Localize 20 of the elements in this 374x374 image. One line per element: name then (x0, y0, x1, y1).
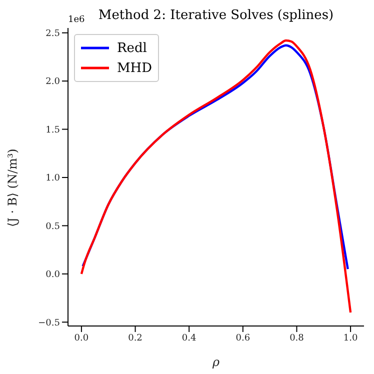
y-tick-label: 1.5 (46, 125, 60, 136)
x-axis-title: ρ (211, 355, 220, 369)
text: 1e6 (68, 15, 85, 25)
y-tick-label: 0.0 (46, 270, 60, 280)
legend-label: Redl (117, 40, 147, 56)
x-tick-label: 0.2 (128, 333, 142, 344)
x-tick-label: 0.4 (182, 333, 197, 344)
x-tick-label: 0.0 (74, 333, 89, 344)
y-tick-label: 2.5 (46, 29, 60, 40)
y-tick-label: 1.0 (46, 174, 60, 184)
y-axis-title: ⟨J · B⟩ (N/m³) (5, 148, 20, 227)
y-tick-label: −0.5 (38, 318, 60, 328)
y-tick-label: 0.5 (46, 222, 60, 232)
chart-title: Method 2: Iterative Solves (splines) (98, 8, 334, 23)
x-tick-label: 1.0 (343, 333, 358, 344)
legend-label: MHD (117, 60, 152, 76)
x-tick-label: 0.6 (236, 333, 250, 344)
line-series (80, 39, 352, 314)
x-tick-label: 0.8 (290, 333, 304, 344)
y-tick-label: 2.0 (46, 77, 60, 88)
